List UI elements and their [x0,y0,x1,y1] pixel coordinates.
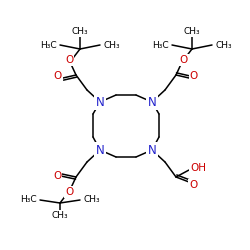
Text: O: O [53,171,61,181]
Text: CH₃: CH₃ [184,28,200,36]
Text: O: O [54,71,62,81]
Text: N: N [96,144,104,156]
Text: O: O [180,55,188,65]
Text: N: N [96,96,104,108]
Text: O: O [189,180,197,190]
Text: CH₃: CH₃ [215,40,232,50]
Text: H₃C: H₃C [40,40,57,50]
Text: O: O [190,71,198,81]
Text: O: O [65,187,73,197]
Text: H₃C: H₃C [152,40,169,50]
Text: OH: OH [190,163,206,173]
Text: N: N [148,96,156,108]
Text: CH₃: CH₃ [72,28,88,36]
Text: CH₃: CH₃ [52,210,68,220]
Text: CH₃: CH₃ [83,196,100,204]
Text: H₃C: H₃C [20,196,37,204]
Text: O: O [65,55,73,65]
Text: N: N [148,144,156,156]
Text: CH₃: CH₃ [103,40,120,50]
